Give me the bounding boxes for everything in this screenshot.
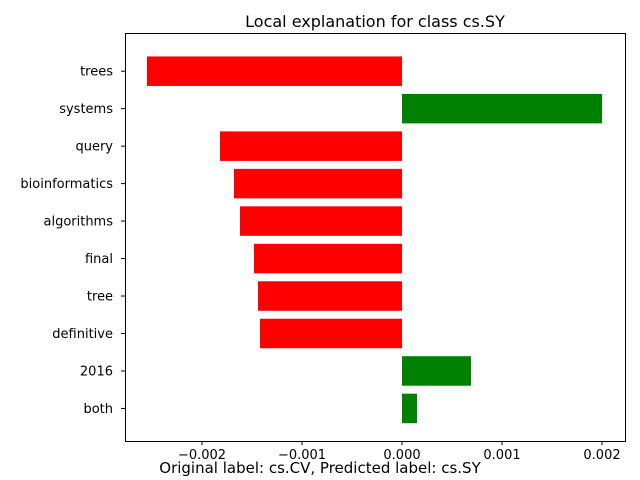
bar-query — [220, 131, 402, 161]
chart-title: Local explanation for class cs.SY — [245, 12, 505, 31]
bar-algorithms — [240, 206, 402, 236]
bar-both — [402, 393, 417, 424]
y-tick-label: bioinformatics — [20, 177, 113, 192]
y-tick-label: tree — [87, 290, 113, 305]
y-tick-label: 2016 — [80, 364, 113, 379]
bar-bioinformatics — [234, 168, 402, 199]
chart-caption: Original label: cs.CV, Predicted label: … — [159, 459, 481, 477]
y-tick-label: trees — [80, 65, 113, 80]
y-tick-label: both — [83, 402, 113, 417]
y-tick-label: final — [85, 252, 113, 267]
x-tick-label: 0.002 — [583, 448, 620, 463]
y-tick-label: definitive — [52, 327, 113, 342]
y-tick-label: algorithms — [43, 215, 113, 230]
bar-final — [254, 243, 402, 274]
x-tick-label: −0.001 — [278, 448, 326, 463]
y-tick-label: systems — [59, 102, 113, 117]
bar-trees — [147, 56, 402, 86]
bar-systems — [402, 93, 602, 124]
bar-definitive — [260, 318, 402, 349]
y-tick-label: query — [75, 140, 113, 155]
x-tick-label: 0.000 — [383, 448, 420, 463]
bar-tree — [258, 281, 402, 311]
axes-frame — [125, 33, 626, 442]
x-tick-label: 0.001 — [483, 448, 520, 463]
x-tick-label: −0.002 — [178, 448, 226, 463]
bar-2016 — [402, 356, 471, 386]
